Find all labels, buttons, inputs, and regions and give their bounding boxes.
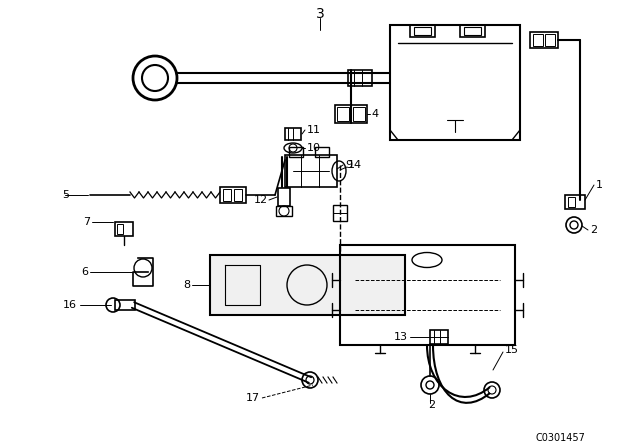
Bar <box>530 32 558 48</box>
Bar <box>568 197 575 207</box>
Bar <box>210 255 405 315</box>
Bar <box>115 300 135 310</box>
Bar <box>340 245 515 345</box>
Bar <box>460 25 485 37</box>
Text: 12: 12 <box>254 195 268 205</box>
Bar <box>565 195 585 209</box>
Text: 2: 2 <box>428 400 435 410</box>
Text: C0301457: C0301457 <box>535 433 585 443</box>
Bar <box>533 34 543 46</box>
Bar <box>414 27 431 35</box>
Bar <box>117 224 123 234</box>
Ellipse shape <box>284 143 302 153</box>
Text: 8: 8 <box>183 280 190 290</box>
Bar <box>276 206 292 216</box>
Bar <box>115 222 133 236</box>
Bar <box>390 25 520 140</box>
Ellipse shape <box>412 253 442 267</box>
Text: 1: 1 <box>596 180 603 190</box>
Bar <box>348 70 372 86</box>
Text: 9: 9 <box>345 160 352 170</box>
Bar <box>353 107 365 121</box>
Bar <box>430 330 448 344</box>
Text: 13: 13 <box>394 332 408 342</box>
Bar <box>285 128 301 140</box>
Bar <box>335 105 367 123</box>
Text: 5: 5 <box>62 190 69 200</box>
Bar <box>223 189 231 201</box>
Text: 7: 7 <box>83 217 90 227</box>
Bar <box>333 205 347 221</box>
Bar <box>289 147 303 157</box>
Text: 16: 16 <box>63 300 77 310</box>
Ellipse shape <box>293 276 321 294</box>
Text: 10: 10 <box>307 143 321 153</box>
Bar <box>410 25 435 37</box>
Bar <box>285 155 337 187</box>
Text: 6: 6 <box>81 267 88 277</box>
Bar <box>278 188 290 206</box>
Text: 17: 17 <box>246 393 260 403</box>
Text: 15: 15 <box>505 345 519 355</box>
Bar <box>337 107 349 121</box>
Text: 4: 4 <box>371 109 378 119</box>
Text: 14: 14 <box>348 160 362 170</box>
Ellipse shape <box>332 161 346 181</box>
Bar <box>464 27 481 35</box>
Bar <box>220 187 246 203</box>
Text: 2: 2 <box>590 225 597 235</box>
Text: 3: 3 <box>316 7 324 21</box>
Bar <box>315 147 329 157</box>
Bar <box>234 189 242 201</box>
Bar <box>545 34 555 46</box>
Text: 11: 11 <box>307 125 321 135</box>
